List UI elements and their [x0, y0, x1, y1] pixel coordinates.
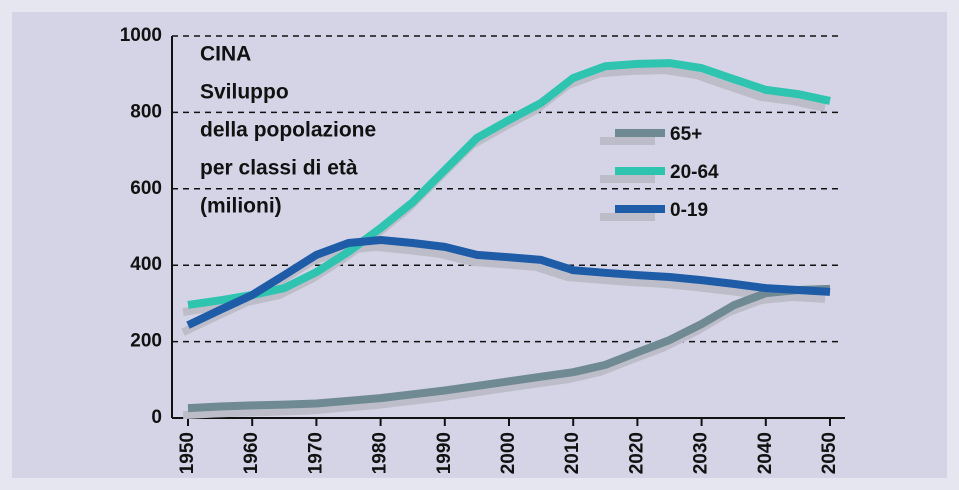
x-tick-label: 1990	[434, 432, 455, 474]
legend-label: 0-19	[670, 200, 708, 221]
y-tick-label: 400	[130, 254, 162, 275]
line	[187, 59, 831, 309]
x-tick-label: 1970	[305, 432, 326, 474]
chart-title: per classi di età	[200, 157, 358, 180]
chart-title: (milioni)	[200, 195, 282, 218]
legend-label: 65+	[670, 124, 702, 145]
y-tick-label: 200	[130, 331, 162, 352]
x-tick-label: 2010	[562, 432, 583, 474]
chart-title: Sviluppo	[200, 81, 289, 104]
line	[187, 284, 831, 413]
y-tick-label: 0	[151, 407, 162, 428]
x-tick-label: 2000	[498, 432, 519, 474]
x-tick-label: 1960	[241, 432, 262, 474]
y-tick-label: 800	[130, 101, 162, 122]
line	[186, 236, 831, 329]
x-tick-label: 2040	[755, 432, 776, 474]
y-tick-label: 600	[130, 178, 162, 199]
y-tick-label: 1000	[120, 25, 162, 46]
x-tick-label: 1950	[177, 432, 198, 474]
x-tick-label: 2020	[626, 432, 647, 474]
legend-label: 20-64	[670, 162, 719, 183]
chart-title: della popolazione	[200, 119, 376, 142]
x-tick-label: 2030	[691, 432, 712, 474]
chart-title: CINA	[200, 43, 251, 66]
x-tick-label: 2050	[819, 432, 840, 474]
x-tick-label: 1980	[370, 432, 391, 474]
